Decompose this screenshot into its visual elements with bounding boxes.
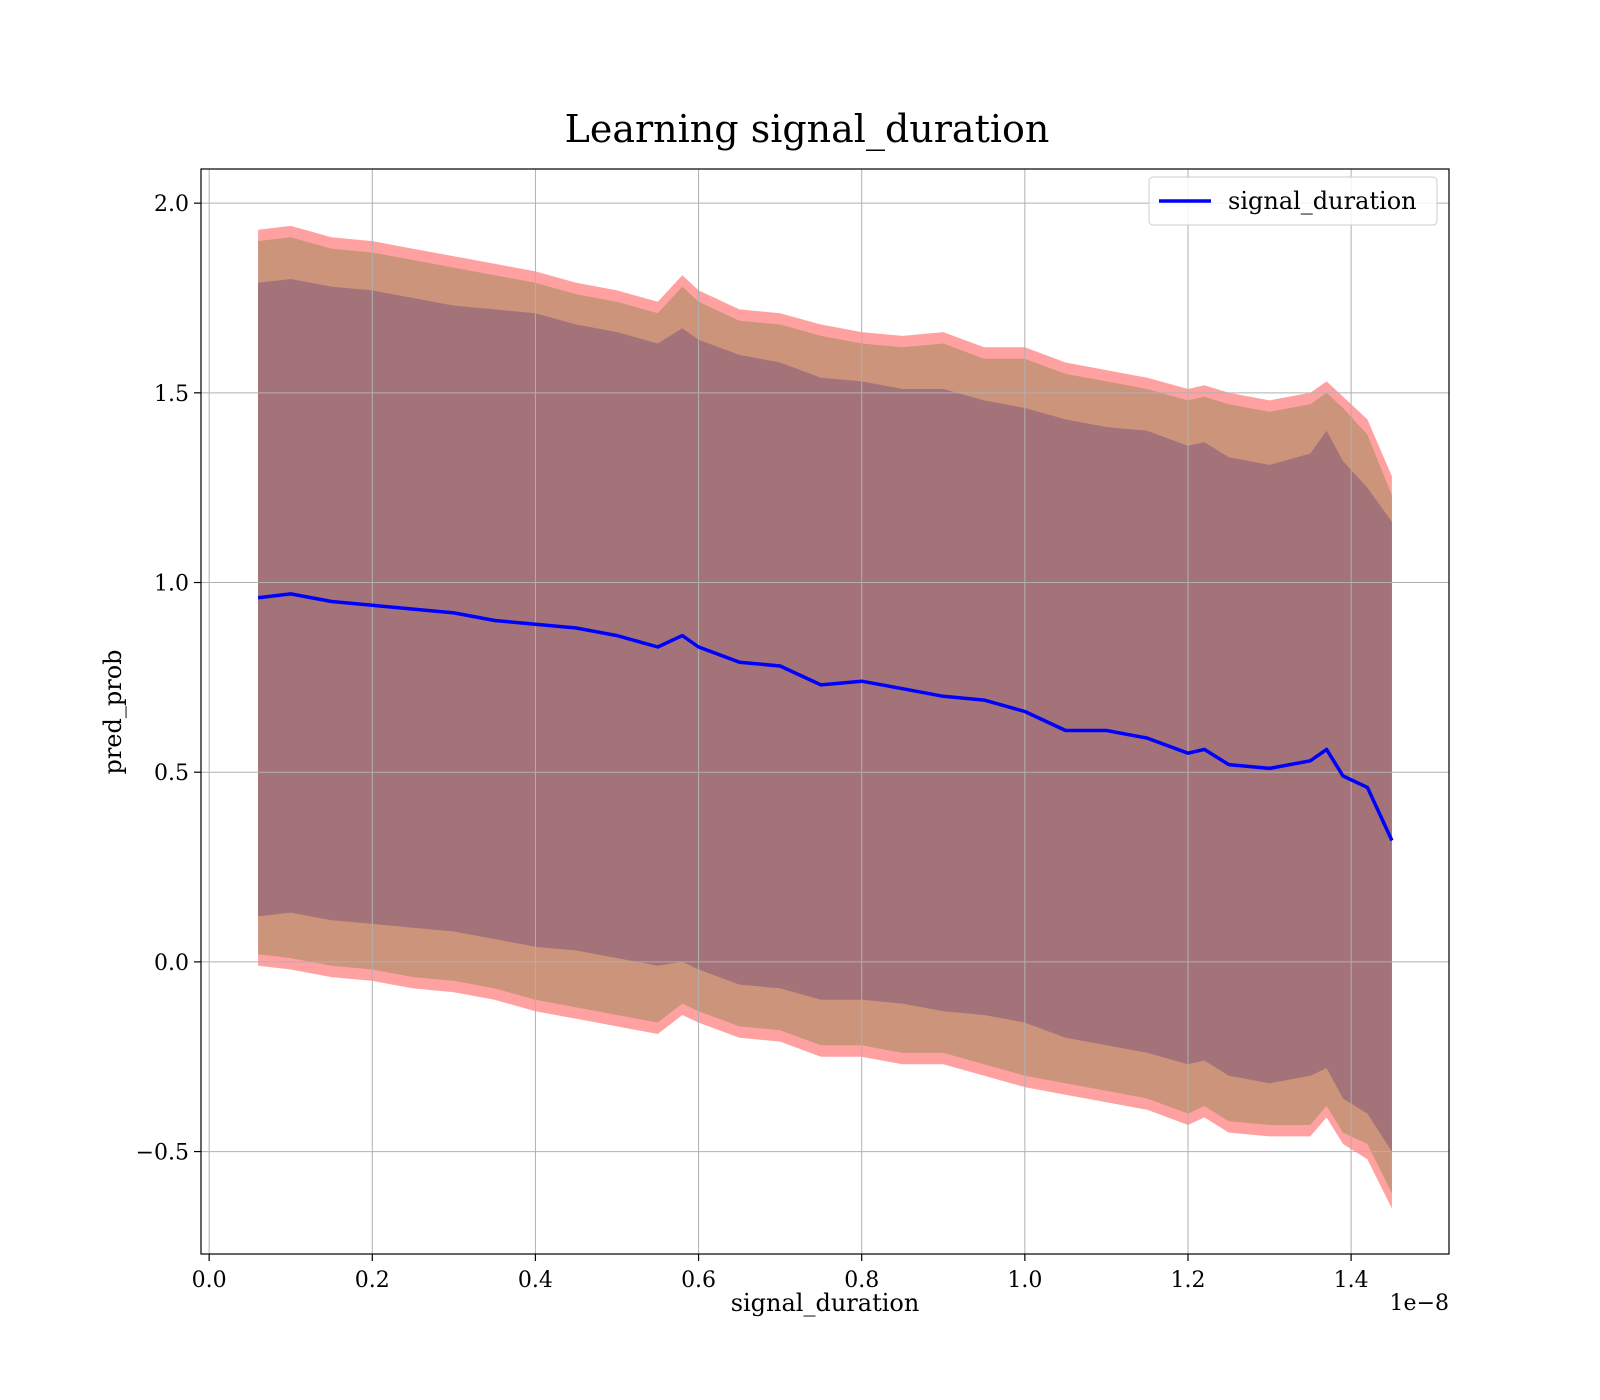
y-axis-ticks: −0.5 0.0 0.5 1.0 1.5 2.0 — [136, 192, 201, 1166]
chart-title: Learning signal_duration — [565, 107, 1050, 152]
x-tick-label: 0.2 — [355, 1268, 390, 1293]
series-line-signal_duration — [257, 592, 1394, 842]
x-axis-label: signal_duration — [731, 1289, 920, 1317]
x-tick-label: 1.2 — [1170, 1268, 1205, 1293]
y-tick-label: 0.5 — [154, 761, 189, 786]
x-tick-label: 0.8 — [844, 1268, 879, 1293]
x-tick-label: 0.4 — [518, 1268, 553, 1293]
legend: signal_duration — [1148, 176, 1438, 226]
y-tick-label: 1.5 — [154, 382, 189, 407]
x-tick-label: 0.0 — [192, 1268, 227, 1293]
legend-box — [1148, 176, 1438, 226]
x-axis-ticks: 0.0 0.2 0.4 0.6 0.8 1.0 1.2 1.4 — [192, 1254, 1369, 1293]
x-tick-label: 1.4 — [1334, 1268, 1369, 1293]
grid-lines — [201, 169, 1449, 1254]
legend-entry-label: signal_duration — [1228, 187, 1417, 215]
x-tick-label: 0.6 — [681, 1268, 716, 1293]
y-tick-label: 1.0 — [154, 572, 189, 597]
plot-area — [200, 168, 1450, 1255]
axes-frame — [200, 168, 1450, 1255]
x-tick-label: 1.0 — [1007, 1268, 1042, 1293]
series-lines — [257, 592, 1394, 842]
y-tick-label: 0.0 — [154, 951, 189, 976]
confidence-bands — [258, 225, 1392, 1209]
band-inner — [258, 279, 1392, 1152]
y-tick-label: 2.0 — [154, 192, 189, 217]
y-axis-label: pred_prob — [99, 649, 127, 774]
y-tick-label: −0.5 — [136, 1141, 189, 1166]
x-axis-offset-label: 1e−8 — [1390, 1291, 1449, 1316]
